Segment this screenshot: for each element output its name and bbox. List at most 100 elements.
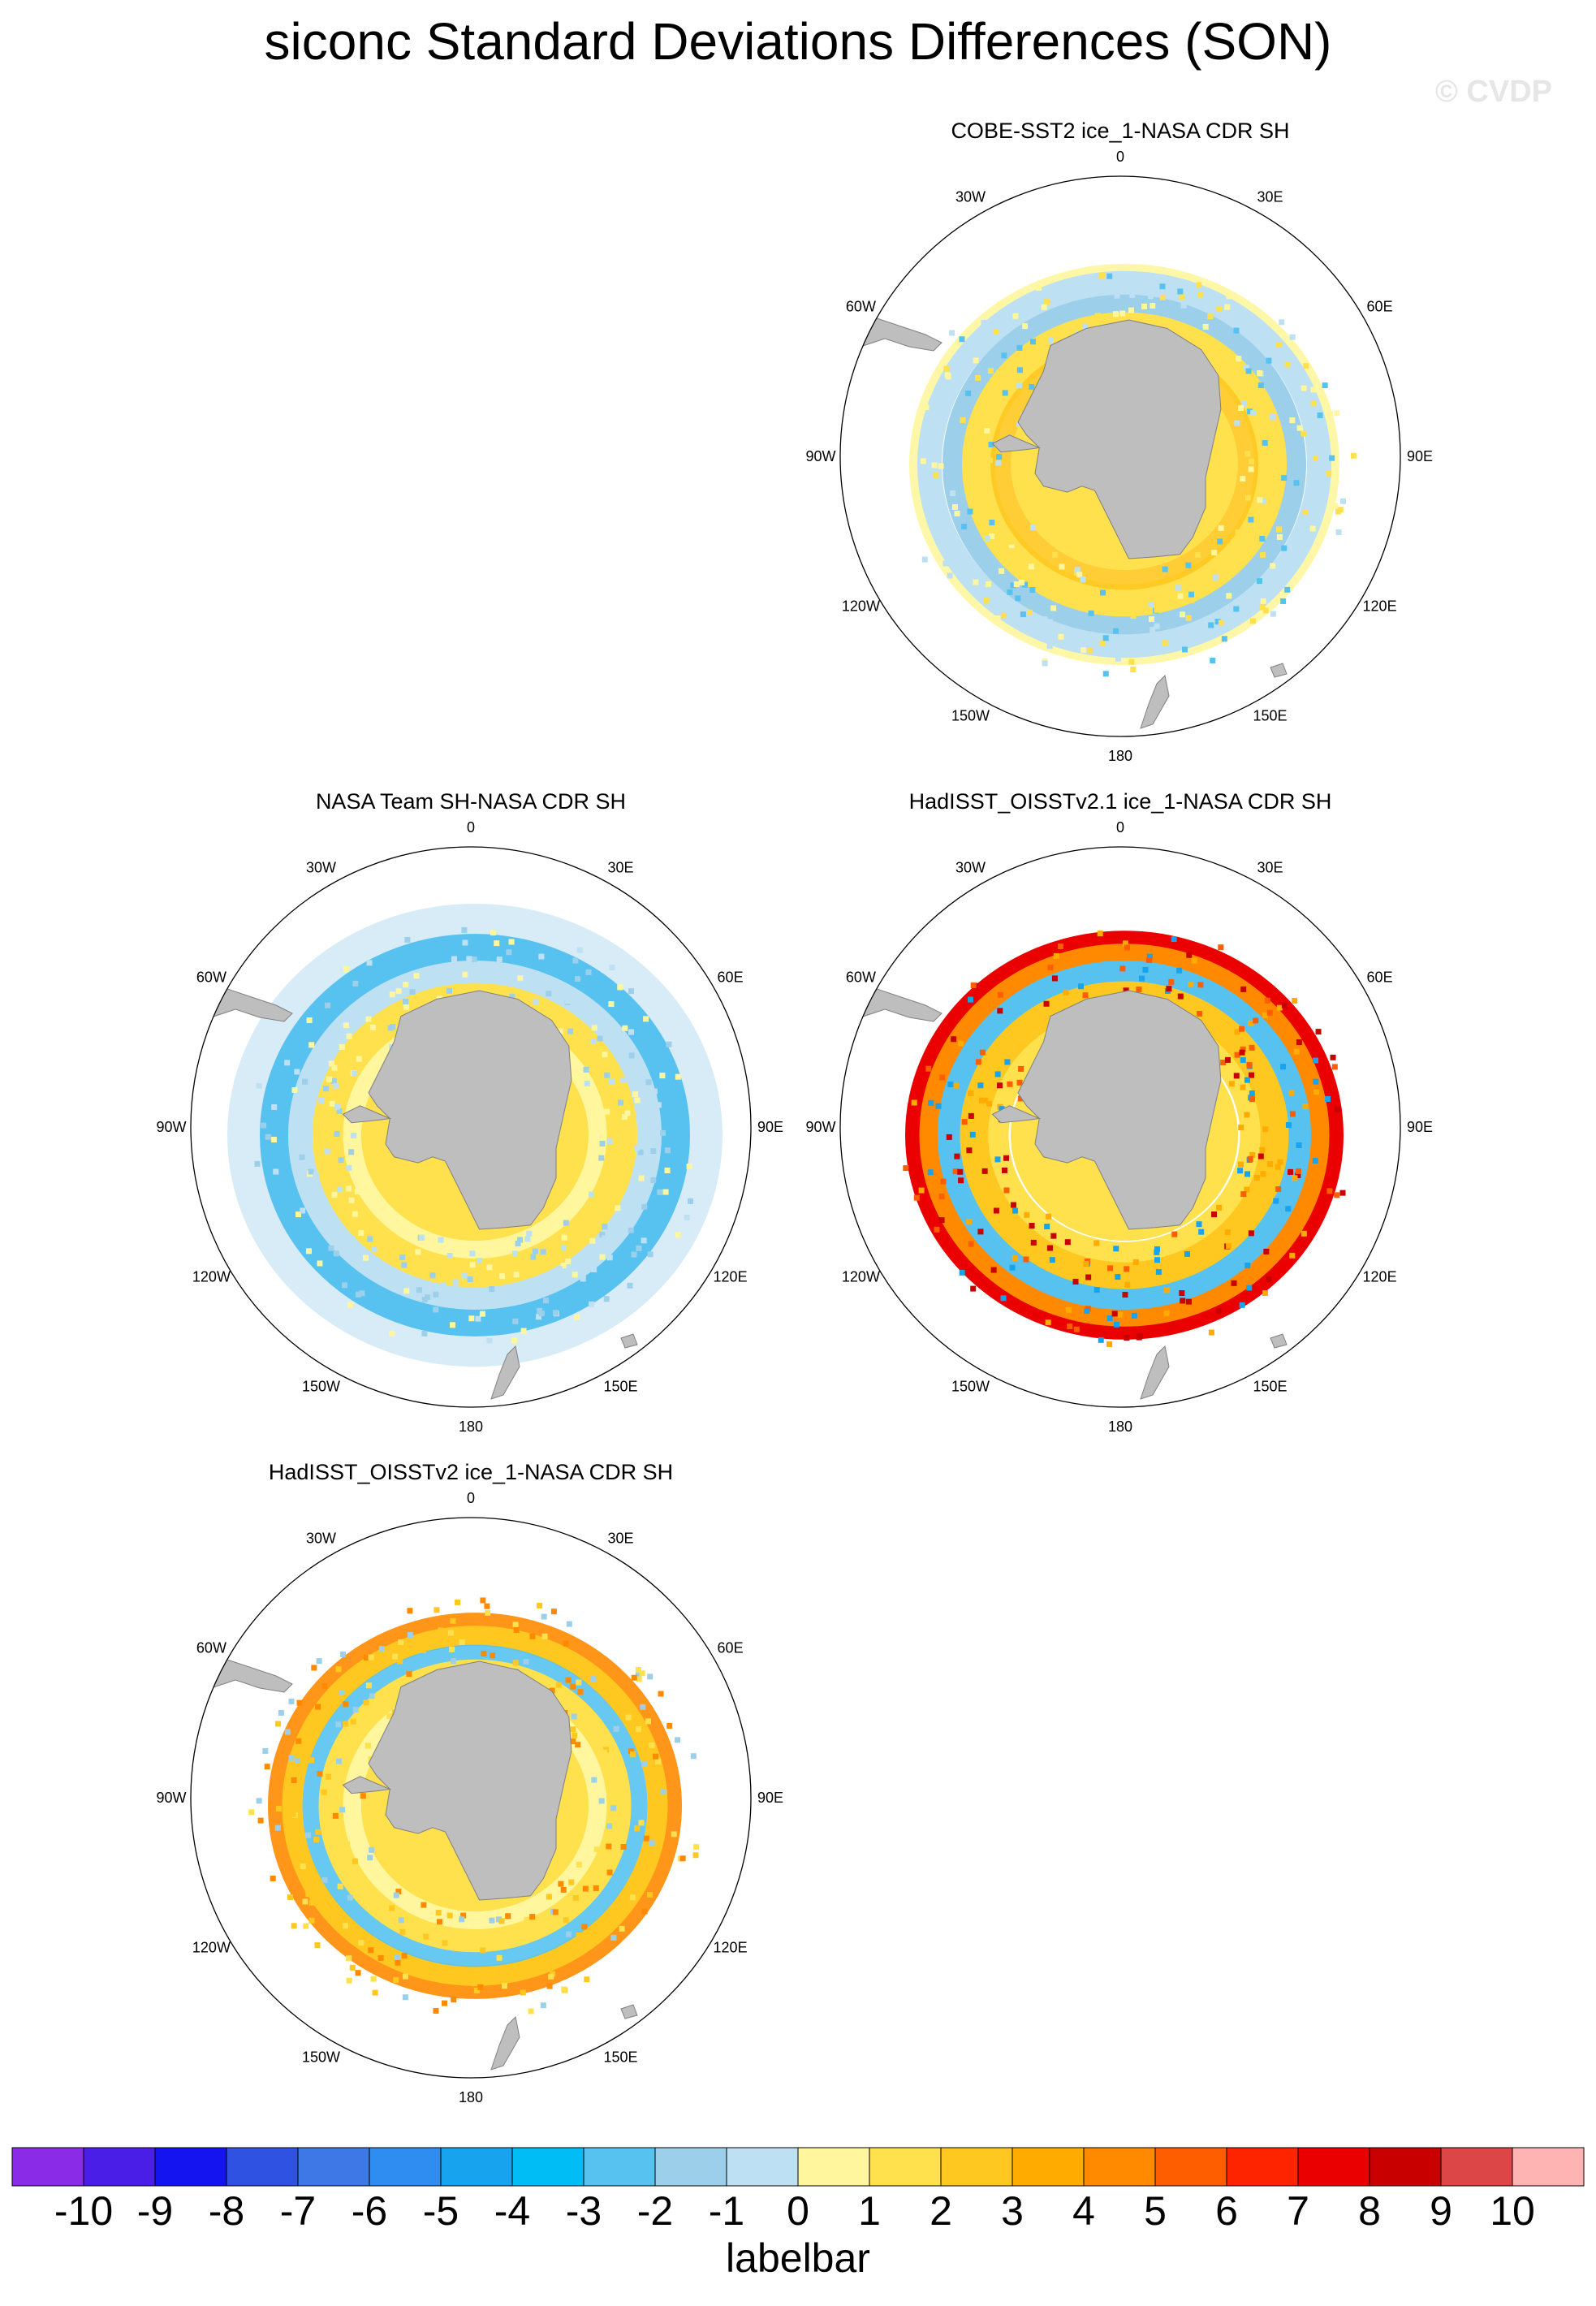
labelbar-swatch <box>297 2147 370 2187</box>
longitude-label: 60E <box>1367 299 1393 315</box>
longitude-label: 120W <box>842 598 880 615</box>
sea-ice-field <box>909 263 1357 677</box>
map-panel-hadisst-oisstv21: HadISST_OISSTv2.1 ice_1-NASA CDR SH 0 30E 6… <box>771 784 1569 1458</box>
longitude-label: 90E <box>1407 448 1433 464</box>
map-boundary <box>190 846 752 1408</box>
labelbar-swatch <box>154 2147 227 2187</box>
labelbar-swatch <box>369 2147 442 2187</box>
labelbar-swatch <box>940 2147 1013 2187</box>
labelbar-tick: 10 <box>1490 2188 1535 2234</box>
longitude-label: 120W <box>192 1940 231 1956</box>
longitude-label: 120W <box>842 1269 880 1285</box>
labelbar-swatch <box>1297 2147 1370 2187</box>
labelbar-swatch <box>1154 2147 1227 2187</box>
labelbar-tick: -10 <box>54 2188 113 2234</box>
figure-title: siconc Standard Deviations Differences (… <box>264 12 1332 71</box>
labelbar-swatch <box>1440 2147 1513 2187</box>
labelbar-swatch <box>440 2147 513 2187</box>
labelbar-swatch <box>1083 2147 1156 2187</box>
labelbar-swatch <box>1512 2147 1585 2187</box>
labelbar-swatch <box>869 2147 942 2187</box>
longitude-label: 180 <box>459 2089 483 2105</box>
panel-title: HadISST_OISSTv2.1 ice_1-NASA CDR SH <box>909 789 1332 814</box>
longitude-label: 30E <box>1257 188 1283 205</box>
labelbar-tick: 4 <box>1072 2188 1095 2234</box>
map-panel-nasa-team: NASA Team SH-NASA CDR SH 0 30E 60E 90E 120E 15… <box>122 784 920 1458</box>
longitude-label: 180 <box>1108 748 1132 764</box>
labelbar-tick: 9 <box>1430 2188 1452 2234</box>
labelbar-tick: -2 <box>637 2188 673 2234</box>
labelbar-title: labelbar <box>726 2235 870 2281</box>
map-boundary <box>190 1517 752 2079</box>
labelbar-tick: 7 <box>1287 2188 1309 2234</box>
labelbar-tick: -3 <box>566 2188 602 2234</box>
labelbar-tick: -8 <box>209 2188 244 2234</box>
longitude-label: 30E <box>1257 859 1283 875</box>
longitude-label: 30W <box>955 188 986 205</box>
labelbar-swatch <box>797 2147 870 2187</box>
land-masses <box>843 293 1288 729</box>
labelbar-tick: -4 <box>494 2188 530 2234</box>
labelbar-tick: -6 <box>352 2188 387 2234</box>
longitude-label: 150E <box>1253 1379 1287 1395</box>
cvdp-watermark: © CVDP <box>1434 75 1552 109</box>
longitude-label: 150E <box>1253 708 1287 724</box>
longitude-label: 30W <box>306 1530 336 1546</box>
longitude-label: 60E <box>718 1640 744 1656</box>
sea-ice-field <box>227 903 723 1367</box>
longitude-label: 90W <box>805 448 835 464</box>
labelbar-swatch <box>11 2147 84 2187</box>
land-masses <box>194 964 638 1400</box>
labelbar-tick: 0 <box>787 2188 809 2234</box>
longitude-label: 90E <box>757 1119 783 1135</box>
labelbar-swatch <box>511 2147 584 2187</box>
longitude-label: 30W <box>955 859 986 875</box>
map-boundary <box>839 846 1401 1408</box>
longitude-label: 120E <box>714 1269 748 1285</box>
longitude-label: 0 <box>467 1490 475 1506</box>
polar-map: HadISST_OISSTv2.1 ice_1-NASA CDR SH 0 30E 6… <box>805 789 1433 1435</box>
longitude-label: 120E <box>1363 598 1397 615</box>
longitude-label: 150E <box>603 1379 637 1395</box>
longitude-label: 30E <box>607 859 633 875</box>
longitude-label: 180 <box>459 1419 483 1435</box>
longitude-label: 150W <box>302 1379 340 1395</box>
longitude-label: 60E <box>718 969 744 986</box>
labelbar-tick: 2 <box>930 2188 952 2234</box>
longitude-label: 150W <box>951 708 990 724</box>
longitude-label: 120E <box>714 1940 748 1956</box>
longitude-label: 30E <box>607 1530 633 1546</box>
land-masses <box>843 964 1288 1400</box>
polar-map: COBE-SST2 ice_1-NASA CDR SH 0 30E 60E 90E 120… <box>805 119 1433 764</box>
longitude-label: 90W <box>156 1790 186 1806</box>
longitude-label: 60W <box>846 969 876 986</box>
labelbar-swatch <box>726 2147 799 2187</box>
map-boundary <box>839 175 1401 737</box>
longitude-label: 90E <box>1407 1119 1433 1135</box>
labelbar: -10 -9 -8 -7 -6 -5 -4 -3 -2 -1 0 1 2 3 4 5 6 7 8 9 10labelba… <box>11 2147 1585 2281</box>
longitude-label: 150E <box>603 2049 637 2066</box>
polar-map: HadISST_OISSTv2 ice_1-NASA CDR SH 0 30E 60E… <box>156 1460 783 2105</box>
labelbar-swatch <box>1226 2147 1299 2187</box>
labelbar-tick: 3 <box>1001 2188 1024 2234</box>
labelbar-tick: 5 <box>1144 2188 1167 2234</box>
labelbar-swatch <box>83 2147 156 2187</box>
longitude-label: 120E <box>1363 1269 1397 1285</box>
longitude-label: 90W <box>805 1119 835 1135</box>
labelbar-swatch <box>654 2147 727 2187</box>
longitude-label: 120W <box>192 1269 231 1285</box>
labelbar-tick: -5 <box>423 2188 459 2234</box>
longitude-label: 90E <box>757 1790 783 1806</box>
longitude-label: 30W <box>306 859 336 875</box>
longitude-label: 60W <box>846 299 876 315</box>
longitude-label: 90W <box>156 1119 186 1135</box>
longitude-label: 180 <box>1108 1419 1132 1435</box>
longitude-label: 0 <box>467 819 475 836</box>
longitude-label: 60W <box>196 969 226 986</box>
map-panel-hadisst-oisstv2: HadISST_OISSTv2 ice_1-NASA CDR SH 0 30E 60E… <box>122 1455 920 2129</box>
longitude-label: 0 <box>1116 149 1124 165</box>
labelbar-swatch <box>1369 2147 1442 2187</box>
labelbar-swatch <box>1012 2147 1085 2187</box>
polar-map: NASA Team SH-NASA CDR SH 0 30E 60E 90E 120E 15… <box>156 789 783 1435</box>
labelbar-tick: -7 <box>280 2188 316 2234</box>
